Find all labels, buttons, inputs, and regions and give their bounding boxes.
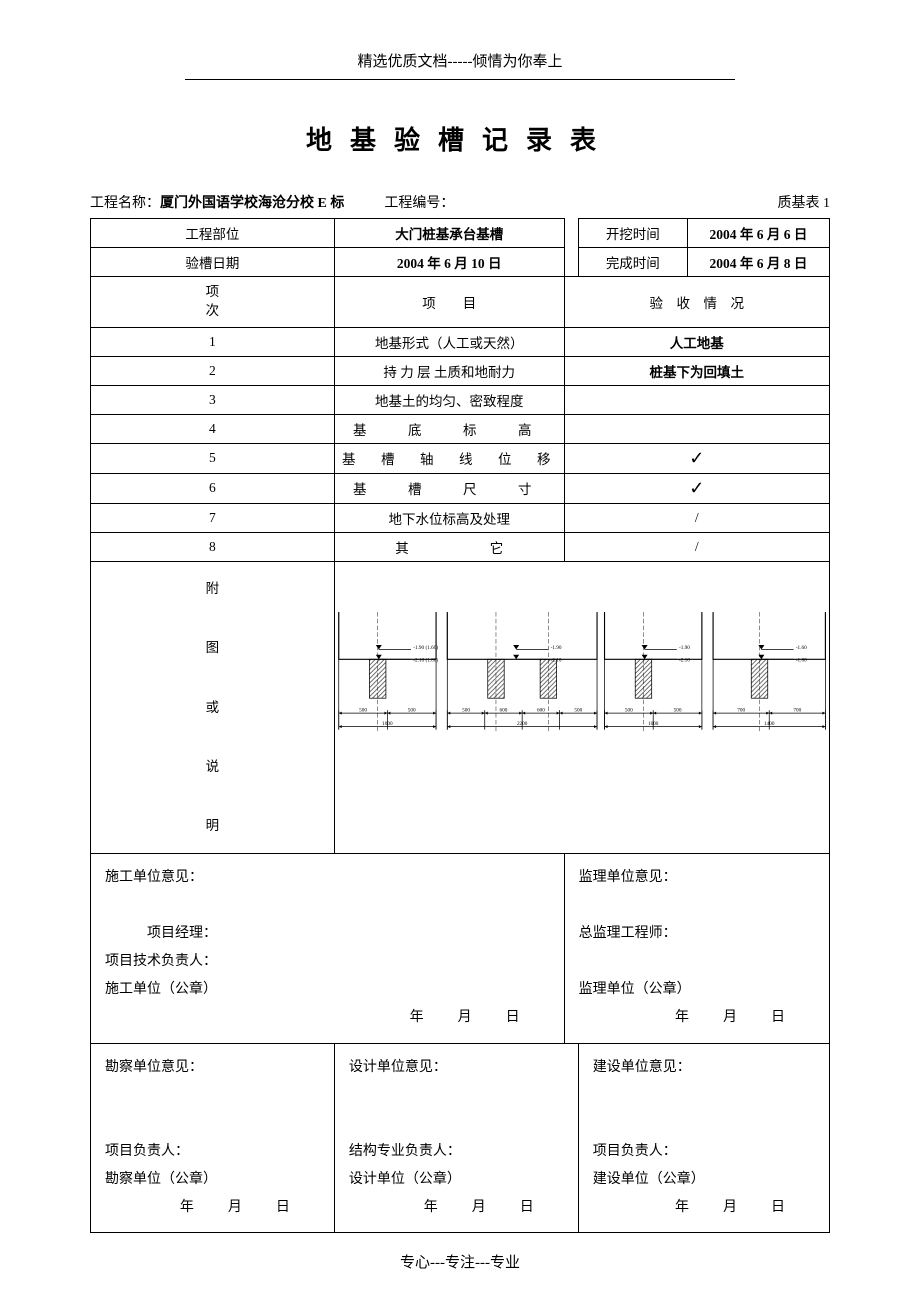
gap (564, 248, 578, 277)
sig-survey: 勘察单位意见： 项目负责人：勘察单位（公章）年 月 日 (91, 1043, 335, 1232)
project-name-label: 工程名称： (90, 192, 160, 212)
col-result: 验 收 情 况 (564, 277, 829, 328)
svg-text:1000: 1000 (648, 721, 659, 727)
cell-value: 2004 年 6 月 10 日 (334, 248, 564, 277)
svg-text:500: 500 (625, 707, 633, 713)
row-seq: 1 (91, 327, 335, 356)
diagram-row: 附 图 或 说 明 -1.90 (1.60) -2.10 (1.80) 500 500… (91, 561, 830, 853)
svg-text:700: 700 (793, 707, 801, 713)
svg-text:500: 500 (408, 707, 416, 713)
row-result: / (564, 503, 829, 532)
svg-text:1400: 1400 (764, 721, 775, 727)
row-result: 桩基下为回填土 (564, 356, 829, 385)
table-row: 7地下水位标高及处理/ (91, 503, 830, 532)
sig-date: 年 月 日 (105, 1194, 320, 1222)
sig-date: 年 月 日 (349, 1194, 564, 1222)
row-seq: 3 (91, 385, 335, 414)
svg-text:2200: 2200 (517, 721, 528, 727)
row-seq: 4 (91, 414, 335, 443)
svg-text:500: 500 (359, 707, 367, 713)
svg-text:500: 500 (574, 707, 582, 713)
diagram-cell: -1.90 (1.60) -2.10 (1.80) 500 500 1000 -1.90 -… (334, 561, 829, 853)
svg-text:-1.60: -1.60 (796, 645, 807, 651)
gap (564, 219, 578, 248)
meta-row: 工程名称： 厦门外国语学校海沧分校 E 标 工程编号： 质基表 1 (90, 192, 830, 212)
row-item: 基 槽 尺 寸 (334, 473, 564, 503)
foundation-diagram: -1.90 (1.60) -2.10 (1.80) 500 500 1000 -1.90 -… (335, 562, 829, 782)
row-result: ✓ (564, 443, 829, 473)
svg-text:-1.90: -1.90 (679, 645, 690, 651)
row-result: ✓ (564, 473, 829, 503)
sig-design: 设计单位意见： 结构专业负责人：设计单位（公章）年 月 日 (334, 1043, 578, 1232)
cell-label: 验槽日期 (91, 248, 335, 277)
row-result (564, 385, 829, 414)
row-item: 其 它 (334, 532, 564, 561)
header-rule (185, 79, 735, 80)
cell-value: 大门桩基承台基槽 (334, 219, 564, 248)
signature-top-row: 施工单位意见： 项目经理：项目技术负责人：施工单位（公章）年 月 日 监理单位意… (91, 853, 830, 1043)
page-footer: 专心---专注---专业 (90, 1251, 830, 1272)
row-item: 持 力 层 土质和地耐力 (334, 356, 564, 385)
info-row-2: 验槽日期 2004 年 6 月 10 日 完成时间 2004 年 6 月 8 日 (91, 248, 830, 277)
row-item: 地基土的均匀、密致程度 (334, 385, 564, 414)
sig-date: 年 月 日 (105, 1004, 550, 1032)
cell-value: 2004 年 6 月 8 日 (687, 248, 829, 277)
project-no-label: 工程编号： (384, 192, 454, 212)
form-no: 质基表 1 (778, 192, 831, 212)
svg-text:-1.90 (1.60): -1.90 (1.60) (413, 644, 438, 651)
row-item: 基 槽 轴 线 位 移 (334, 443, 564, 473)
diagram-label: 附 图 或 说 明 (91, 561, 335, 853)
row-item: 地基形式（人工或天然） (334, 327, 564, 356)
sig-date: 年 月 日 (593, 1194, 815, 1222)
table-row: 1地基形式（人工或天然）人工地基 (91, 327, 830, 356)
page-title: 地基验槽记录表 (90, 120, 830, 157)
table-row: 5基 槽 轴 线 位 移✓ (91, 443, 830, 473)
signature-bottom-row: 勘察单位意见： 项目负责人：勘察单位（公章）年 月 日 设计单位意见： 结构专业… (91, 1043, 830, 1232)
row-seq: 5 (91, 443, 335, 473)
row-seq: 7 (91, 503, 335, 532)
cell-value: 2004 年 6 月 6 日 (687, 219, 829, 248)
sig-owner: 建设单位意见： 项目负责人：建设单位（公章）年 月 日 (578, 1043, 829, 1232)
svg-text:700: 700 (737, 707, 745, 713)
svg-text:500: 500 (462, 707, 470, 713)
table-row: 8其 它/ (91, 532, 830, 561)
svg-text:600: 600 (537, 707, 545, 713)
cell-label: 工程部位 (91, 219, 335, 248)
svg-text:1000: 1000 (382, 721, 393, 727)
row-seq: 6 (91, 473, 335, 503)
row-item: 地下水位标高及处理 (334, 503, 564, 532)
header-top-text: 精选优质文档-----倾情为你奉上 (90, 50, 830, 71)
svg-text:-2.10: -2.10 (679, 657, 690, 663)
svg-text:-2.10 (1.80): -2.10 (1.80) (413, 656, 438, 663)
sig-construction: 施工单位意见： 项目经理：项目技术负责人：施工单位（公章）年 月 日 (91, 853, 565, 1043)
info-row-1: 工程部位 大门桩基承台基槽 开挖时间 2004 年 6 月 6 日 (91, 219, 830, 248)
cell-label: 开挖时间 (578, 219, 687, 248)
cell-label: 完成时间 (578, 248, 687, 277)
row-seq: 2 (91, 356, 335, 385)
table-row: 2持 力 层 土质和地耐力桩基下为回填土 (91, 356, 830, 385)
sig-supervision: 监理单位意见： 总监理工程师： 监理单位（公章）年 月 日 (564, 853, 829, 1043)
row-seq: 8 (91, 532, 335, 561)
row-result (564, 414, 829, 443)
project-name: 厦门外国语学校海沧分校 E 标 (160, 192, 344, 212)
page-header: 精选优质文档-----倾情为你奉上 (90, 50, 830, 80)
table-row: 3地基土的均匀、密致程度 (91, 385, 830, 414)
table-row: 6基 槽 尺 寸✓ (91, 473, 830, 503)
row-item: 基 底 标 高 (334, 414, 564, 443)
sig-date: 年 月 日 (579, 1004, 815, 1032)
main-table: 工程部位 大门桩基承台基槽 开挖时间 2004 年 6 月 6 日 验槽日期 2… (90, 218, 830, 1233)
svg-text:-1.80: -1.80 (796, 657, 807, 663)
svg-text:600: 600 (499, 707, 507, 713)
col-seq: 项次 (91, 277, 335, 328)
row-result: / (564, 532, 829, 561)
svg-text:-1.90: -1.90 (550, 645, 561, 651)
row-result: 人工地基 (564, 327, 829, 356)
svg-text:500: 500 (673, 707, 681, 713)
table-row: 4基 底 标 高 (91, 414, 830, 443)
col-item: 项 目 (334, 277, 564, 328)
header-row: 项次 项 目 验 收 情 况 (91, 277, 830, 328)
